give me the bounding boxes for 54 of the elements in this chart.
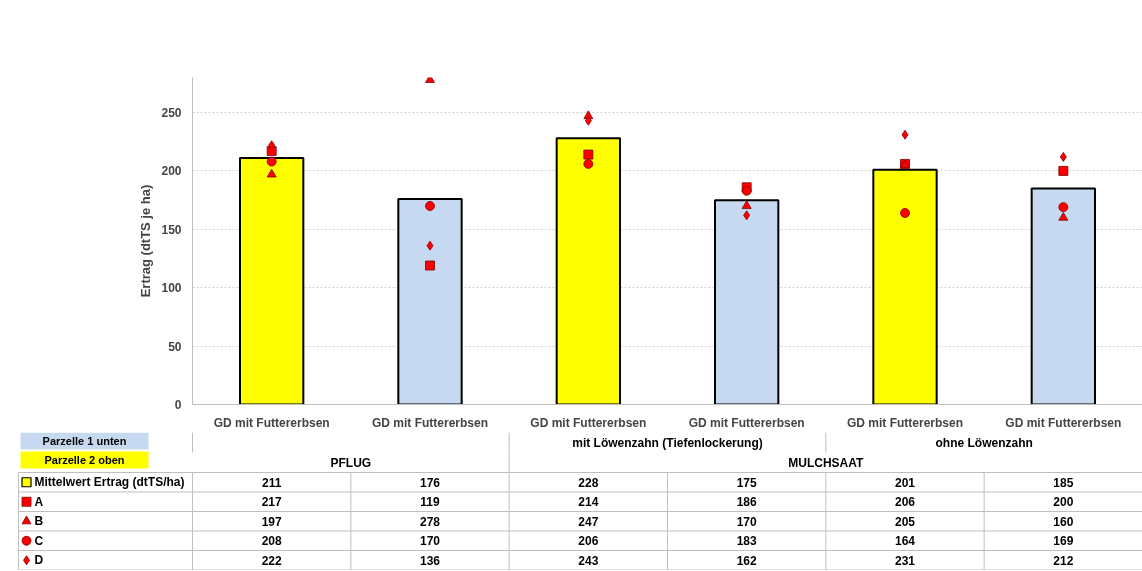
y-tick-label: 100	[161, 281, 182, 296]
x-tick-label: GD mit Futtererbsen	[371, 415, 489, 430]
data-label: 201	[894, 475, 916, 490]
data-label: 278	[419, 514, 441, 529]
data-label: 136	[419, 553, 441, 568]
text: mit Löwenzahn (Tiefenlockerung)	[572, 435, 763, 450]
data-label: 228	[578, 475, 599, 490]
data-label: 222	[261, 553, 282, 568]
data-label: 119	[420, 495, 441, 510]
x-tick-label: GD mit Futtererbsen	[688, 415, 805, 430]
data-label: 176	[419, 475, 441, 490]
legend-label: Mittelwert Ertrag (dtTS/ha)	[34, 475, 185, 490]
text: PFLUG	[330, 455, 372, 470]
x-tick-label: GD mit Futtererbsen	[846, 415, 964, 430]
y-tick-label: 0	[174, 398, 182, 412]
data-label: 206	[578, 534, 599, 549]
y-tick-label: 50	[168, 339, 182, 354]
data-label: 247	[578, 514, 599, 529]
data-label: 164	[894, 534, 916, 549]
text: Parzelle 2 oben	[44, 454, 125, 466]
data-label: 231	[894, 553, 916, 568]
y-tick-label: 150	[161, 222, 182, 237]
text: ohne Löwenzahn	[935, 435, 1033, 450]
data-label: 243	[578, 553, 599, 568]
data-label: 217	[261, 495, 282, 510]
data-label: 212	[1053, 553, 1074, 568]
y-tick-label: 200	[161, 164, 182, 179]
x-tick-label: GD mit Futtererbsen	[1005, 415, 1122, 430]
data-label: 160	[1053, 514, 1074, 529]
data-label: 206	[894, 495, 916, 510]
legend-label: C	[34, 533, 44, 548]
legend-label: B	[34, 514, 44, 529]
x-tick-label: GD mit Futtererbsen	[213, 415, 330, 430]
data-label: 186	[736, 495, 757, 510]
x-tick-label: GD mit Futtererbsen	[530, 415, 647, 430]
text: MULCHSAAT	[788, 455, 865, 470]
data-label: 205	[894, 514, 916, 529]
legend-label: A	[34, 494, 44, 509]
data-label: 214	[578, 495, 599, 510]
data-label: 211	[261, 475, 282, 490]
y-tick-label: 250	[161, 106, 182, 121]
data-label: 197	[261, 514, 282, 529]
data-label: 208	[261, 534, 282, 549]
data-label: 162	[736, 553, 757, 568]
data-label: 170	[736, 514, 757, 529]
data-label: 170	[419, 534, 441, 549]
data-label: 169	[1053, 534, 1074, 549]
y-axis-title: Ertrag (dtTS je ha)	[138, 184, 154, 298]
data-label: 183	[736, 534, 757, 549]
data-label: 200	[1053, 495, 1074, 510]
data-label: 175	[736, 475, 757, 490]
legend-label: D	[34, 553, 44, 568]
data-label: 185	[1053, 475, 1074, 490]
text: Parzelle 1 unten	[42, 435, 127, 447]
